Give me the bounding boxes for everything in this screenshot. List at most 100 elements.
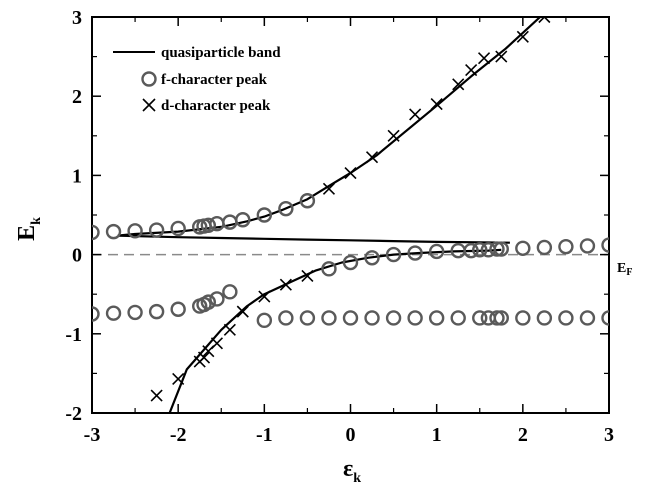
f-character-point (342, 310, 359, 326)
f-character-point (489, 310, 505, 326)
d-character-point (516, 30, 529, 43)
f-character-point (299, 193, 316, 209)
f-character-point (92, 306, 100, 322)
f-character-point (170, 220, 186, 237)
y-tick-label: -2 (65, 403, 82, 425)
f-character-point (342, 254, 359, 271)
x-axis-label-main: ε (343, 456, 353, 482)
d-character-point (452, 78, 465, 91)
d-character-point (344, 166, 357, 180)
svg-text:EF: EF (617, 261, 632, 278)
f-character-point (428, 310, 445, 326)
d-character-point (430, 98, 443, 111)
f-character-point (472, 310, 488, 326)
f-character-point (385, 246, 402, 263)
d-character-point (150, 389, 163, 402)
d-character-point (301, 269, 314, 283)
f-character-point (321, 261, 337, 277)
d-character-point (172, 372, 185, 386)
f-character-point (299, 310, 316, 326)
legend-label-quasiparticle-band: quasiparticle band (161, 45, 281, 61)
y-tick-label: 3 (72, 7, 82, 29)
f-character-point (579, 310, 596, 326)
f-character-point (515, 310, 531, 326)
y-tick-label: 1 (72, 165, 82, 187)
y-axis-label-main: E (14, 225, 40, 241)
x-axis-label-sub: k (353, 471, 361, 486)
f-character-point (222, 214, 238, 230)
f-character-point (558, 310, 574, 326)
f-character-point (407, 310, 423, 326)
f-character-point (200, 217, 217, 233)
x-tick-label: 0 (346, 424, 356, 446)
fermi-label-main: E (617, 261, 626, 276)
y-axis-label: Ek (14, 217, 44, 241)
f-character-point (278, 200, 294, 217)
f-character-point (489, 241, 505, 257)
d-character-point (387, 129, 400, 142)
y-tick-label: 0 (72, 245, 82, 267)
f-character-point (148, 303, 165, 320)
f-character-point (278, 310, 294, 326)
f-character-point (463, 242, 479, 259)
d-character-point (210, 337, 224, 350)
d-character-point (223, 323, 236, 336)
legend-item-quasiparticle-band: quasiparticle band (113, 45, 281, 61)
f-character-point (92, 224, 100, 241)
y-tick-label: 2 (72, 86, 82, 108)
f-character-point (148, 222, 165, 238)
f-character-point (579, 238, 596, 254)
f-character-point (127, 304, 143, 321)
x-tick-label: -1 (256, 424, 273, 446)
x-tick-label: 2 (518, 424, 528, 446)
f-character-point (256, 207, 273, 223)
f-character-point (601, 237, 609, 253)
f-character-point (170, 301, 186, 317)
f-character-point (428, 243, 445, 260)
f-character-point (222, 284, 238, 300)
f-character-point (407, 245, 423, 261)
legend-label-f-character-peak: f-character peak (161, 72, 268, 88)
f-character-point (536, 310, 553, 326)
svg-text:Ek: Ek (14, 217, 44, 241)
d-character-point (322, 182, 336, 195)
f-character-point (105, 305, 122, 321)
legend-circle-swatch (141, 71, 157, 87)
y-tick-label: -1 (65, 324, 82, 346)
f-character-point (209, 291, 225, 307)
f-character-point (105, 223, 122, 240)
x-axis-label: εk (343, 456, 361, 486)
f-character-point (493, 310, 509, 326)
f-character-point (515, 240, 531, 256)
f-character-point (558, 238, 574, 255)
svg-text:εk: εk (343, 456, 361, 486)
legend-item-f-character-peak: f-character peak (141, 71, 268, 88)
legend: quasiparticle band f-character peak d-ch… (113, 45, 281, 114)
f-character-point (450, 310, 466, 326)
legend-cross-swatch (142, 98, 156, 112)
f-character-point (256, 312, 273, 329)
f-character-point (321, 310, 337, 326)
d-character-point (477, 52, 491, 65)
f-character-point (235, 212, 251, 228)
d-character-point (409, 108, 422, 121)
y-axis-label-sub: k (29, 217, 44, 225)
f-character-point (364, 310, 380, 326)
d-character-point (465, 63, 478, 77)
x-tick-label: -3 (84, 424, 101, 446)
d-character-point (258, 290, 271, 303)
quasiparticle-band-line (117, 234, 510, 244)
f-character-point (127, 223, 143, 239)
quasiparticle-band-line (168, 248, 502, 413)
x-tick-label: 3 (604, 424, 614, 446)
d-character-point (538, 17, 551, 24)
d-character-point (495, 50, 508, 63)
legend-label-d-character-peak: d-character peak (161, 98, 271, 114)
f-character-point (493, 241, 509, 257)
d-character-point (365, 151, 379, 164)
x-tick-label: -2 (170, 424, 187, 446)
f-character-point (472, 242, 488, 258)
d-character-point (279, 278, 292, 291)
